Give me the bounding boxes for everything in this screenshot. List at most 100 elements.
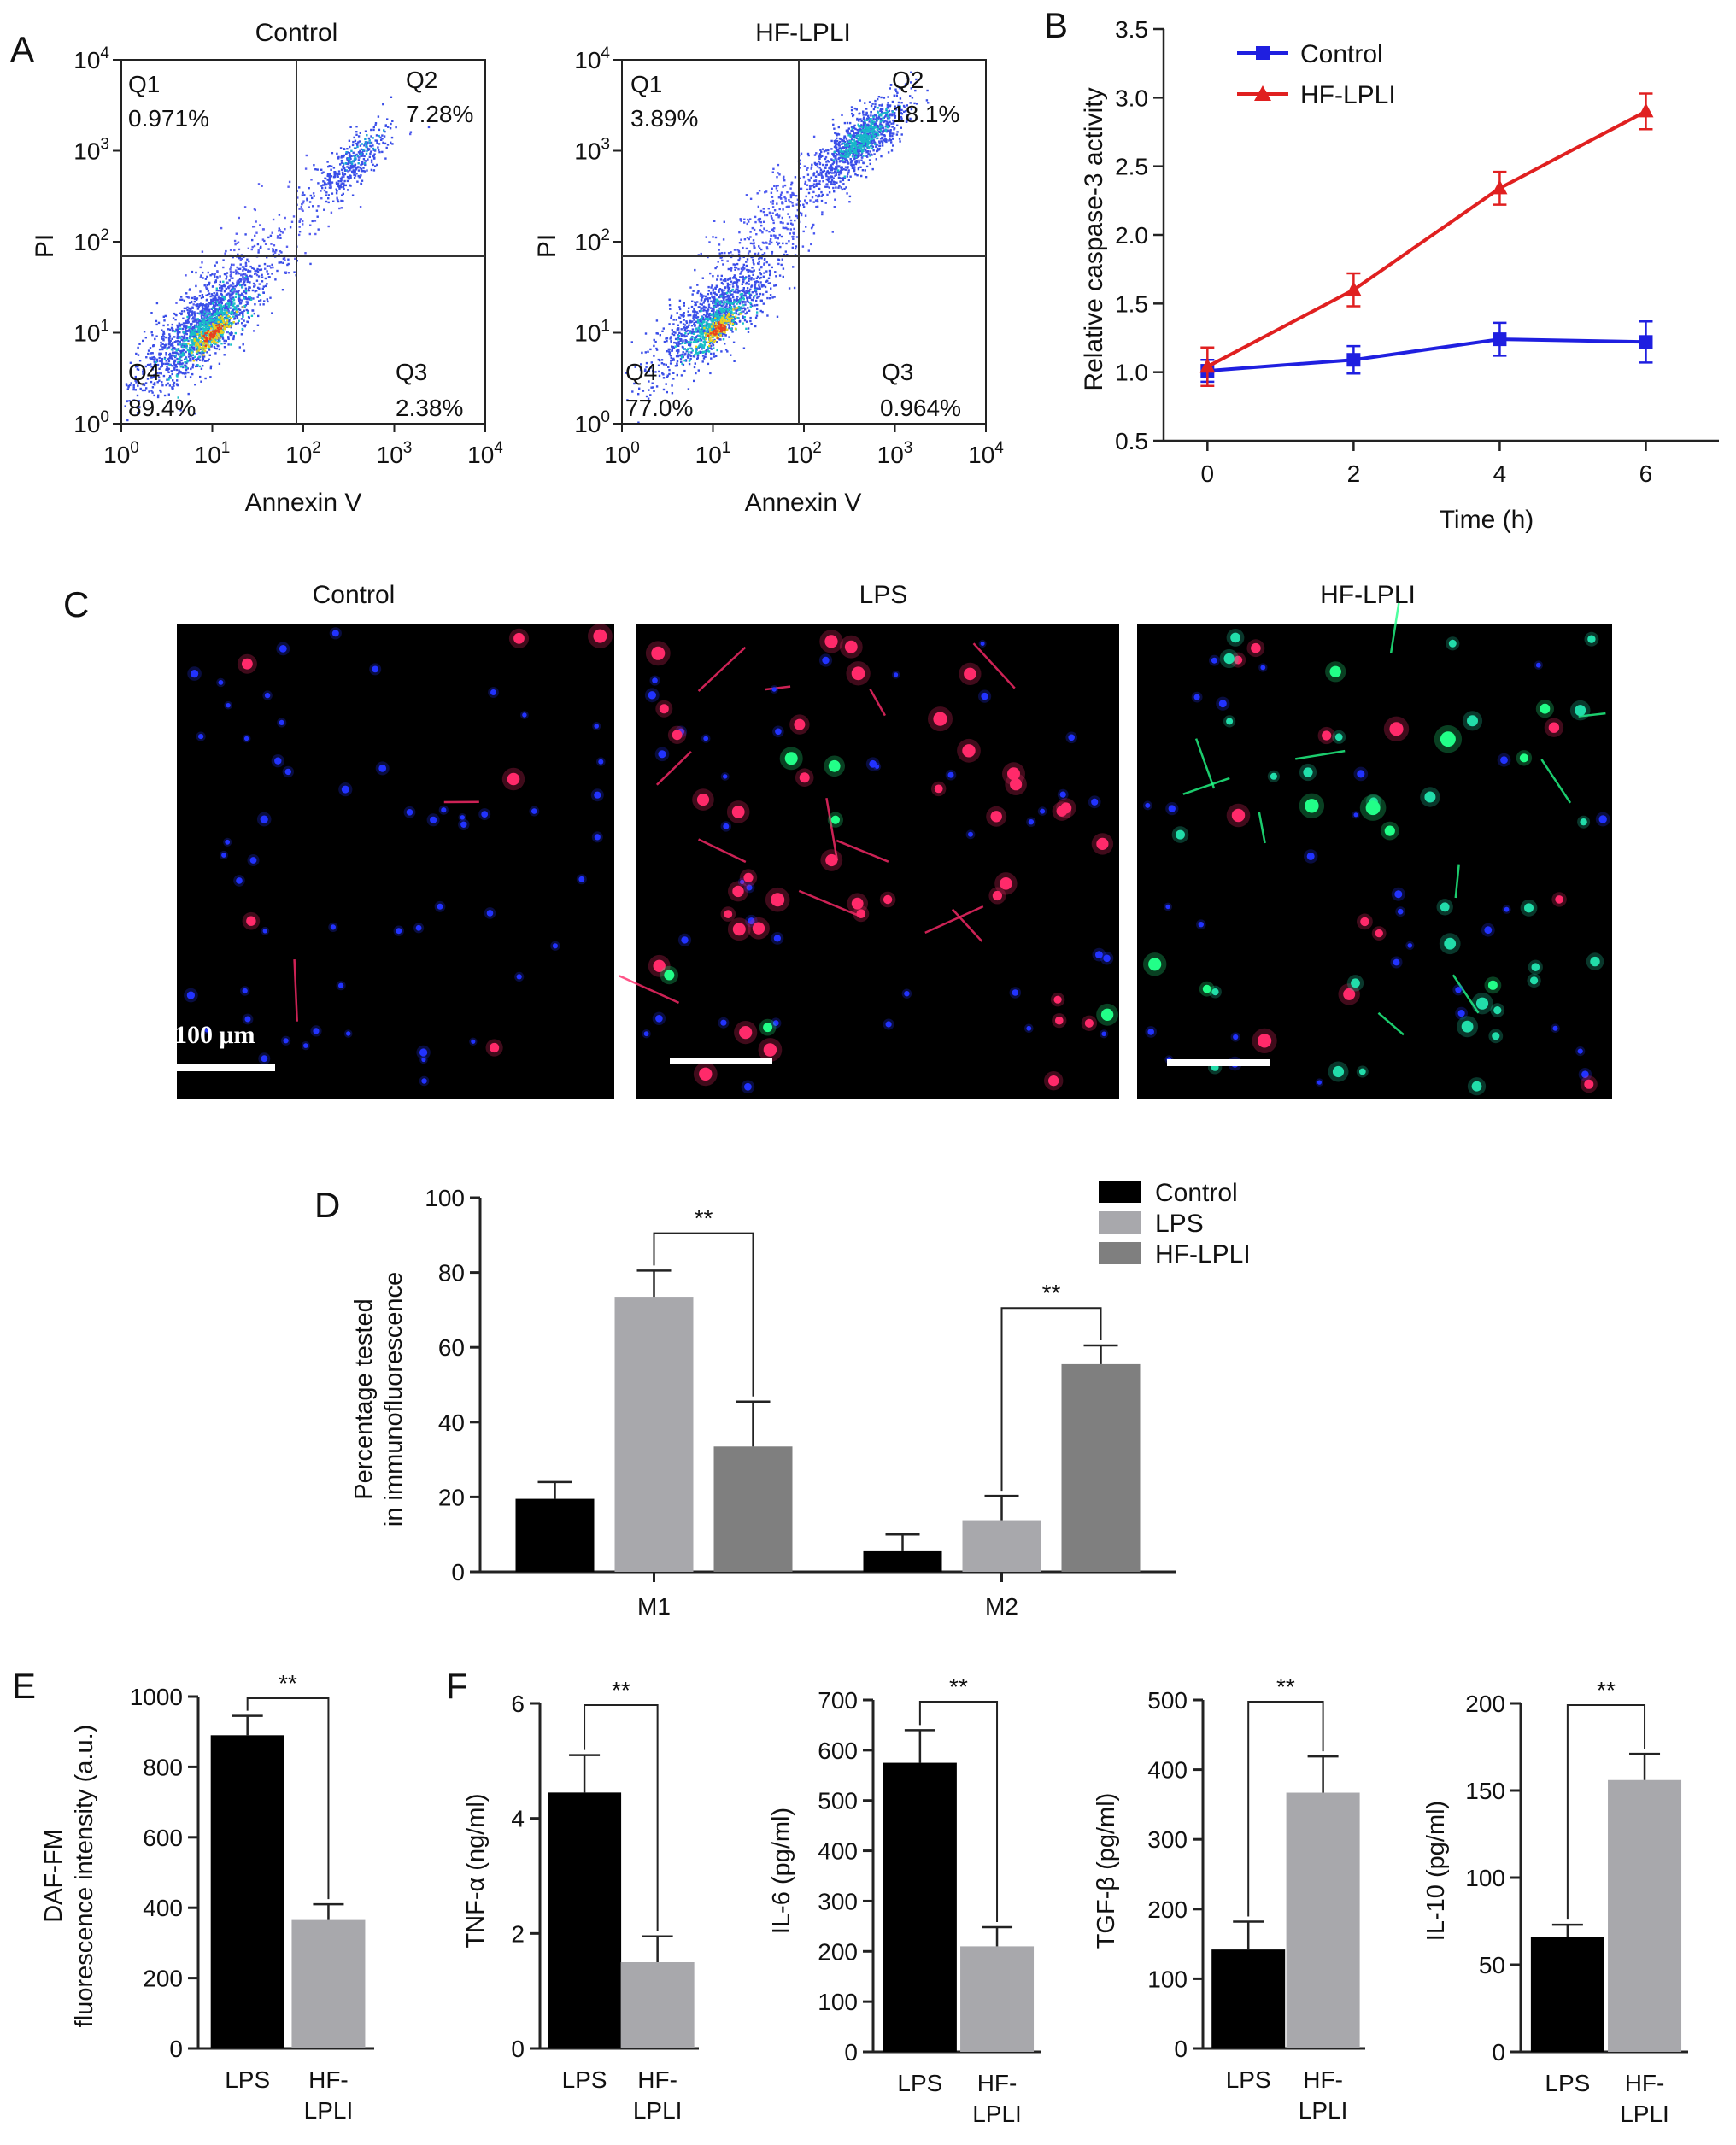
flow-dot (179, 358, 181, 360)
flow-dot (891, 113, 894, 115)
flow-dot (157, 321, 161, 325)
flow-dot (168, 335, 172, 337)
flow-dot (674, 331, 677, 334)
flow-dot (860, 174, 863, 178)
flow-dot (206, 323, 208, 325)
flow-dot (260, 268, 263, 271)
flow-dot (194, 332, 196, 335)
flow-dot (156, 381, 159, 384)
flow-dot (889, 105, 891, 108)
flow-dot (230, 331, 233, 334)
flow-dot (220, 287, 224, 290)
flow-dot (879, 127, 882, 131)
flow-dot (843, 187, 846, 190)
flow-dot (205, 337, 208, 340)
flow-dot (734, 268, 736, 271)
flow-dot (771, 296, 774, 299)
flow-dot (809, 187, 812, 190)
flow-dot (713, 330, 715, 332)
flow-dot (251, 245, 254, 249)
flow-dot (370, 159, 373, 161)
flow-dot (238, 248, 241, 251)
flow-dot (701, 325, 704, 328)
flow-dot (205, 303, 208, 306)
flow-dot (190, 367, 192, 371)
flow-dot (202, 354, 205, 356)
flow-dot (161, 362, 163, 365)
flow-dot (170, 348, 173, 351)
flow-dot (187, 326, 190, 329)
flow-dot (675, 349, 678, 352)
flow-dot (220, 299, 223, 302)
panel-letter-d: D (314, 1185, 340, 1225)
flow-dot (899, 97, 902, 100)
flow-dot (214, 316, 217, 319)
flow-dot (173, 366, 176, 369)
flow-dot (180, 355, 183, 357)
flow-dot (899, 109, 901, 112)
flow-dot (716, 266, 718, 268)
flow-dot (712, 332, 714, 336)
flow-dot (201, 294, 204, 296)
flow-dot (814, 175, 818, 178)
flow-dot (719, 325, 722, 327)
flow-dot (196, 358, 198, 360)
flow-dot (173, 312, 175, 315)
flow-dot (331, 165, 333, 167)
flow-dot (220, 289, 223, 291)
flow-dot (754, 304, 756, 307)
flow-dot (350, 149, 353, 152)
y-tick-label: 102 (73, 226, 109, 255)
flow-dot (701, 293, 703, 296)
flow-dot (298, 226, 301, 228)
flow-dot (215, 347, 218, 350)
flow-dot (195, 319, 197, 322)
flow-dot (359, 132, 361, 134)
flow-dot (126, 400, 129, 402)
flow-dot (235, 310, 238, 314)
flow-dot (678, 331, 681, 334)
flow-dot (258, 264, 261, 267)
flow-dot (862, 123, 865, 126)
flow-dot (222, 314, 225, 316)
flow-dot (227, 305, 230, 308)
flow-dot (185, 332, 187, 335)
flow-dot (186, 360, 189, 363)
flow-dot (713, 306, 716, 308)
flow-dot (205, 307, 208, 309)
flow-dot (198, 355, 201, 359)
flow-dot (870, 114, 872, 117)
flow-dot (222, 311, 225, 314)
flow-dot (856, 128, 859, 132)
flow-dot (342, 172, 344, 174)
flow-dot (666, 376, 669, 378)
flow-dot (224, 323, 227, 325)
flow-dot (739, 293, 742, 296)
flow-dot (244, 268, 248, 271)
flow-dot (759, 287, 761, 290)
flow-dot (336, 190, 338, 192)
flow-dot (212, 302, 214, 304)
flow-dot (167, 328, 170, 331)
flow-dot (742, 300, 745, 303)
flow-dot (877, 96, 881, 98)
flow-dot (215, 315, 218, 319)
flow-dot (160, 344, 162, 347)
flow-dot (747, 301, 750, 303)
flow-dot (214, 295, 216, 297)
flow-dot (197, 325, 200, 329)
flow-dot (760, 248, 763, 251)
flow-dot (187, 392, 190, 396)
flow-dot (154, 357, 156, 360)
flow-dot (204, 344, 207, 347)
flow-dot (256, 270, 260, 273)
flow-dot (127, 386, 130, 389)
flow-dot (760, 276, 762, 279)
flow-dot (243, 279, 246, 283)
flow-dot (707, 319, 709, 322)
flow-dot (168, 377, 171, 379)
flow-dot (683, 312, 685, 314)
flow-dot (729, 319, 731, 322)
flow-dot (235, 313, 238, 315)
flow-dot (314, 232, 317, 236)
